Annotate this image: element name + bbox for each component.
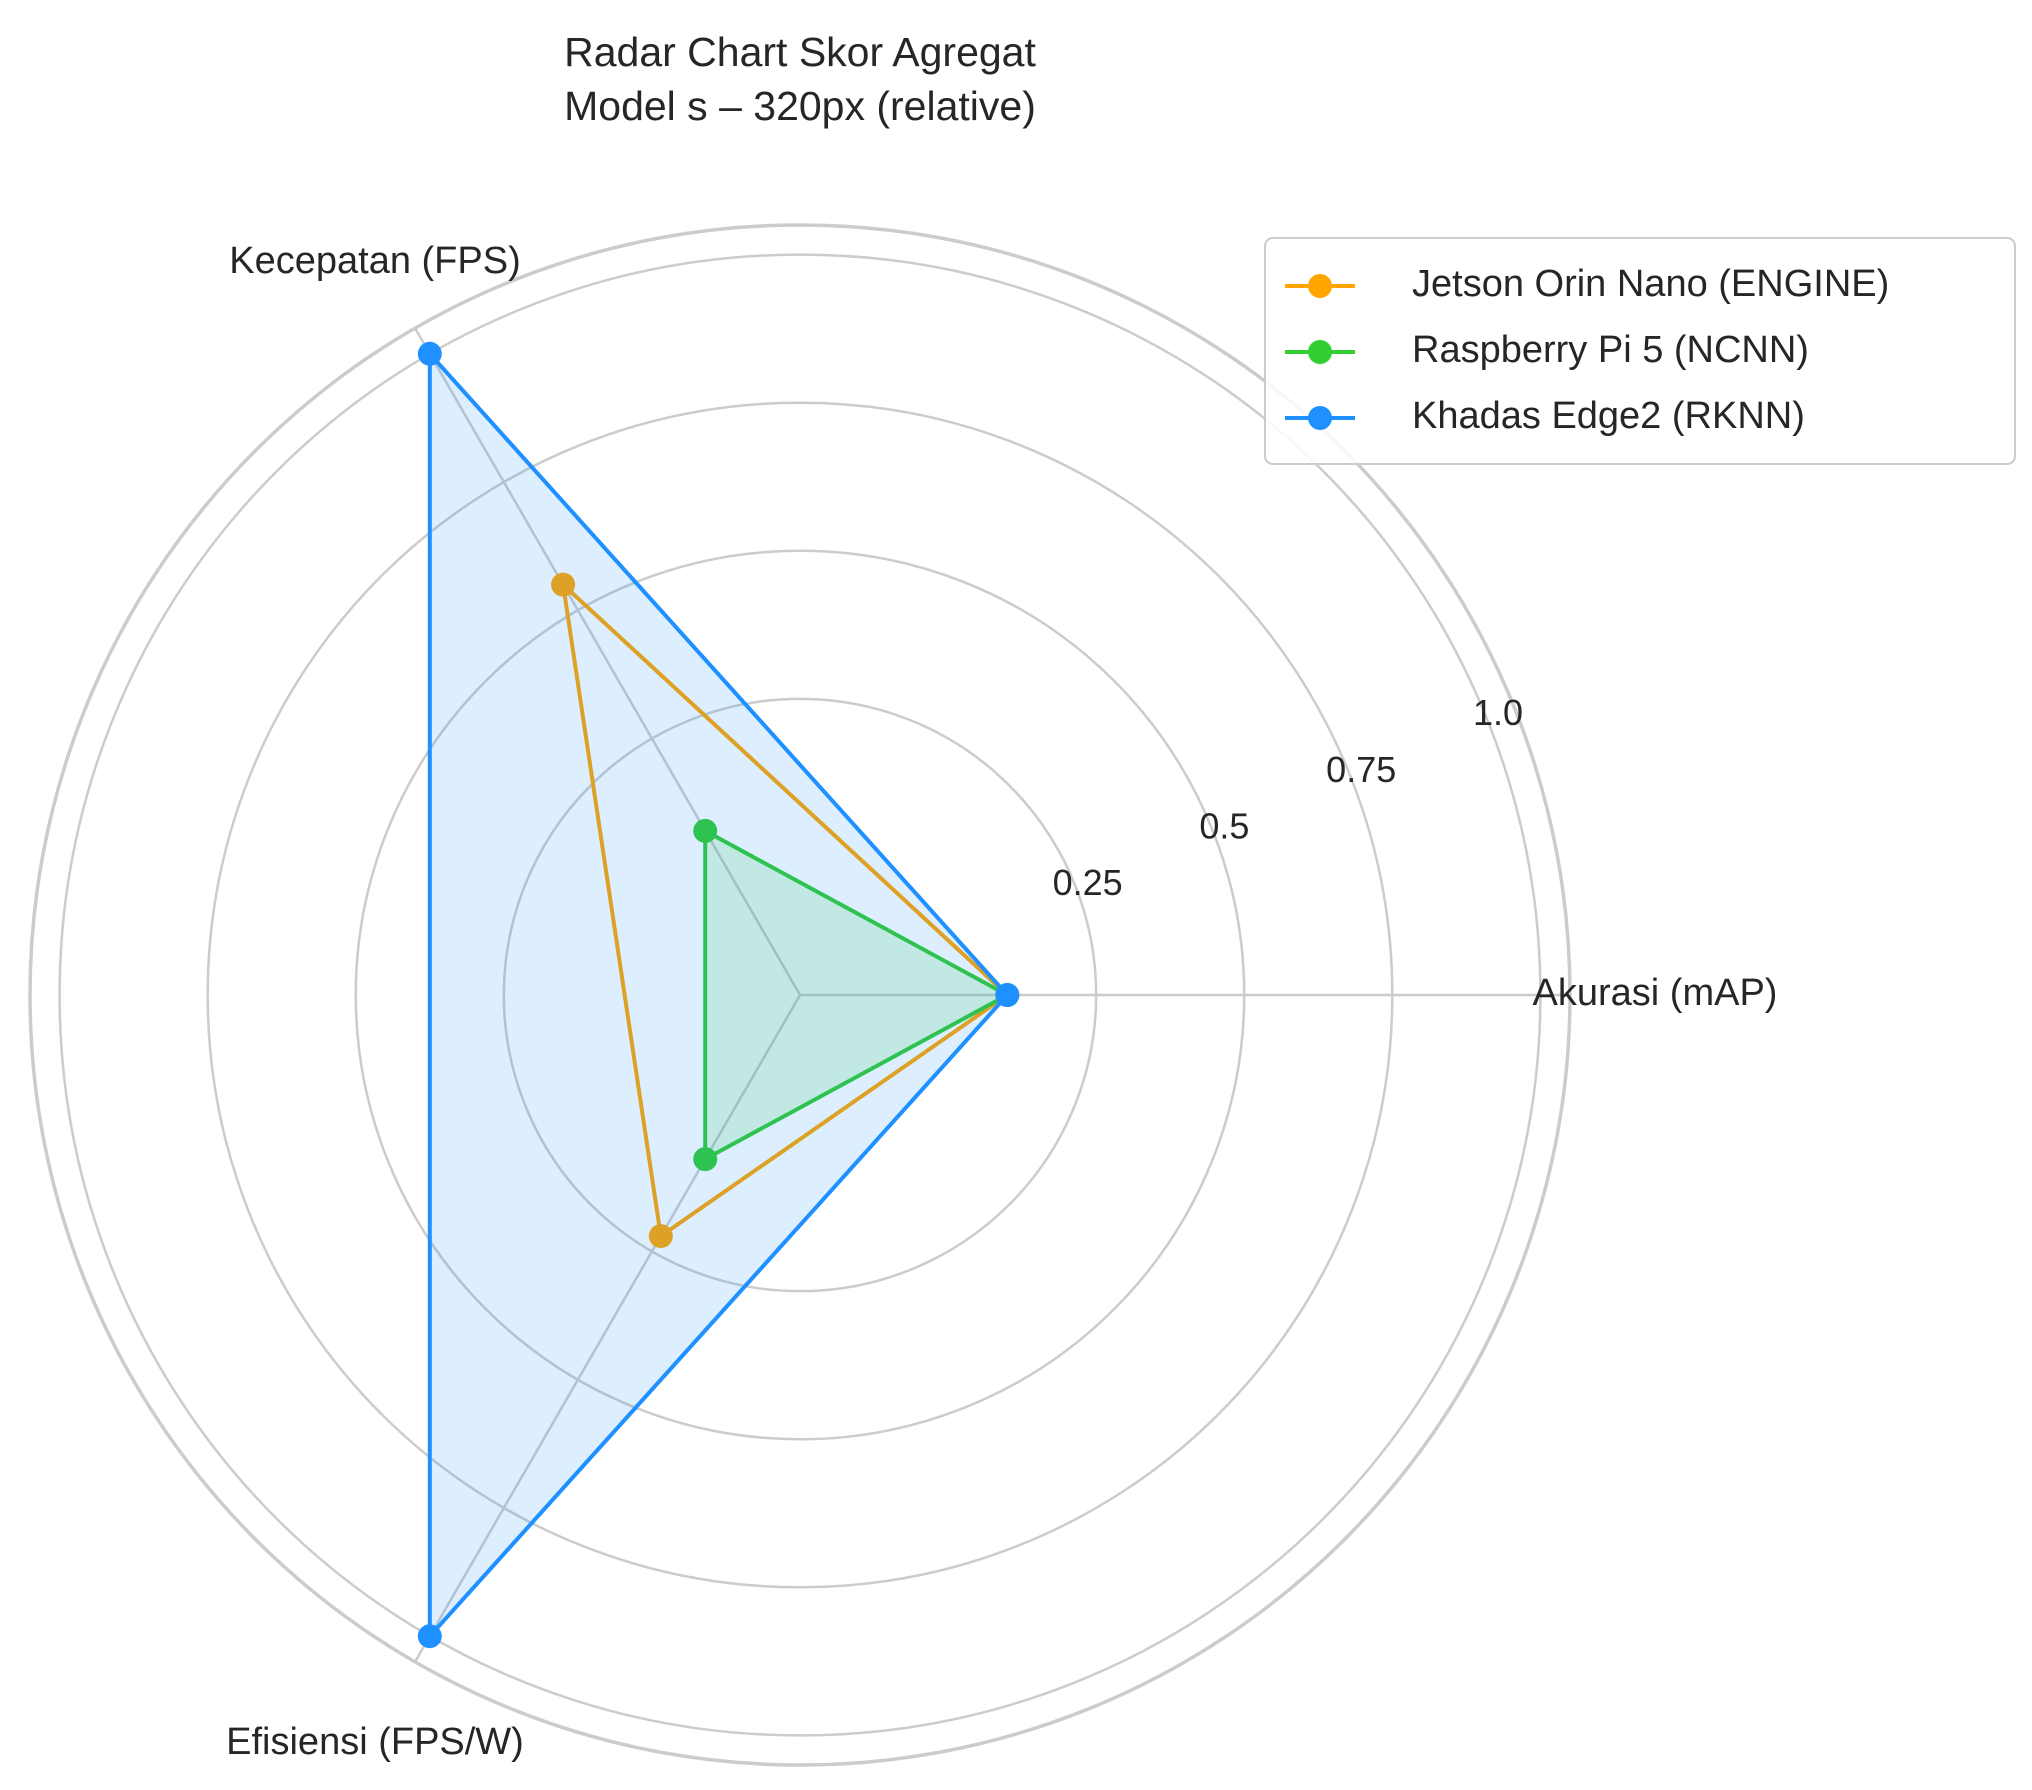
- r-tick-label-0.75: 0.75: [1326, 749, 1396, 790]
- series-1-point-1: [693, 818, 718, 843]
- legend-label-0: Jetson Orin Nano (ENGINE): [1412, 263, 1889, 305]
- axis-label-2: Efisiensi (FPS/W): [226, 1721, 524, 1763]
- legend-marker-2: [1308, 406, 1332, 430]
- series-fill-2: [429, 353, 1008, 1637]
- r-tick-label-0.5: 0.5: [1199, 806, 1249, 847]
- radial-gridline-1: [413, 327, 802, 996]
- series-2-point-1: [417, 341, 442, 366]
- series-1-point-2: [693, 1147, 718, 1172]
- radial-gridline-2: [413, 994, 802, 1663]
- legend-frame: [1264, 237, 2016, 465]
- chart-title-line-2: Model s – 320px (relative): [564, 83, 1036, 129]
- legend: Jetson Orin Nano (ENGINE) Raspberry Pi 5 …: [1264, 237, 2016, 465]
- r-tick-label-0.25: 0.25: [1053, 862, 1123, 903]
- chart-title: Radar Chart Skor Agregat Model s – 320px…: [564, 29, 1036, 129]
- series-0-point-2: [648, 1224, 673, 1249]
- series-2-point-2: [417, 1624, 442, 1649]
- polar-grid: [28, 223, 1572, 1767]
- series-line-1: [703, 828, 1010, 1162]
- series-layer: [417, 341, 1020, 1649]
- series-line-0: [561, 582, 1010, 1239]
- series-fill-1: [705, 830, 1008, 1160]
- axis-label-1: Kecepatan (FPS): [229, 240, 520, 282]
- r-tick-label-1.0: 1.0: [1473, 692, 1523, 733]
- series-0-point-1: [551, 572, 576, 597]
- legend-label-1: Raspberry Pi 5 (NCNN): [1412, 329, 1809, 371]
- label-layer: 0.25 0.5 0.75 1.0 Akurasi (mAP) Kecepatan (FP…: [226, 240, 1777, 1763]
- chart-title-line-1: Radar Chart Skor Agregat: [564, 29, 1036, 75]
- legend-marker-0: [1308, 274, 1332, 298]
- axis-label-0: Akurasi (mAP): [1533, 972, 1778, 1014]
- series-line-2: [427, 351, 1010, 1639]
- series-2-point-0: [995, 983, 1020, 1007]
- legend-marker-1: [1308, 340, 1332, 364]
- legend-label-2: Khadas Edge2 (RKNN): [1412, 395, 1805, 437]
